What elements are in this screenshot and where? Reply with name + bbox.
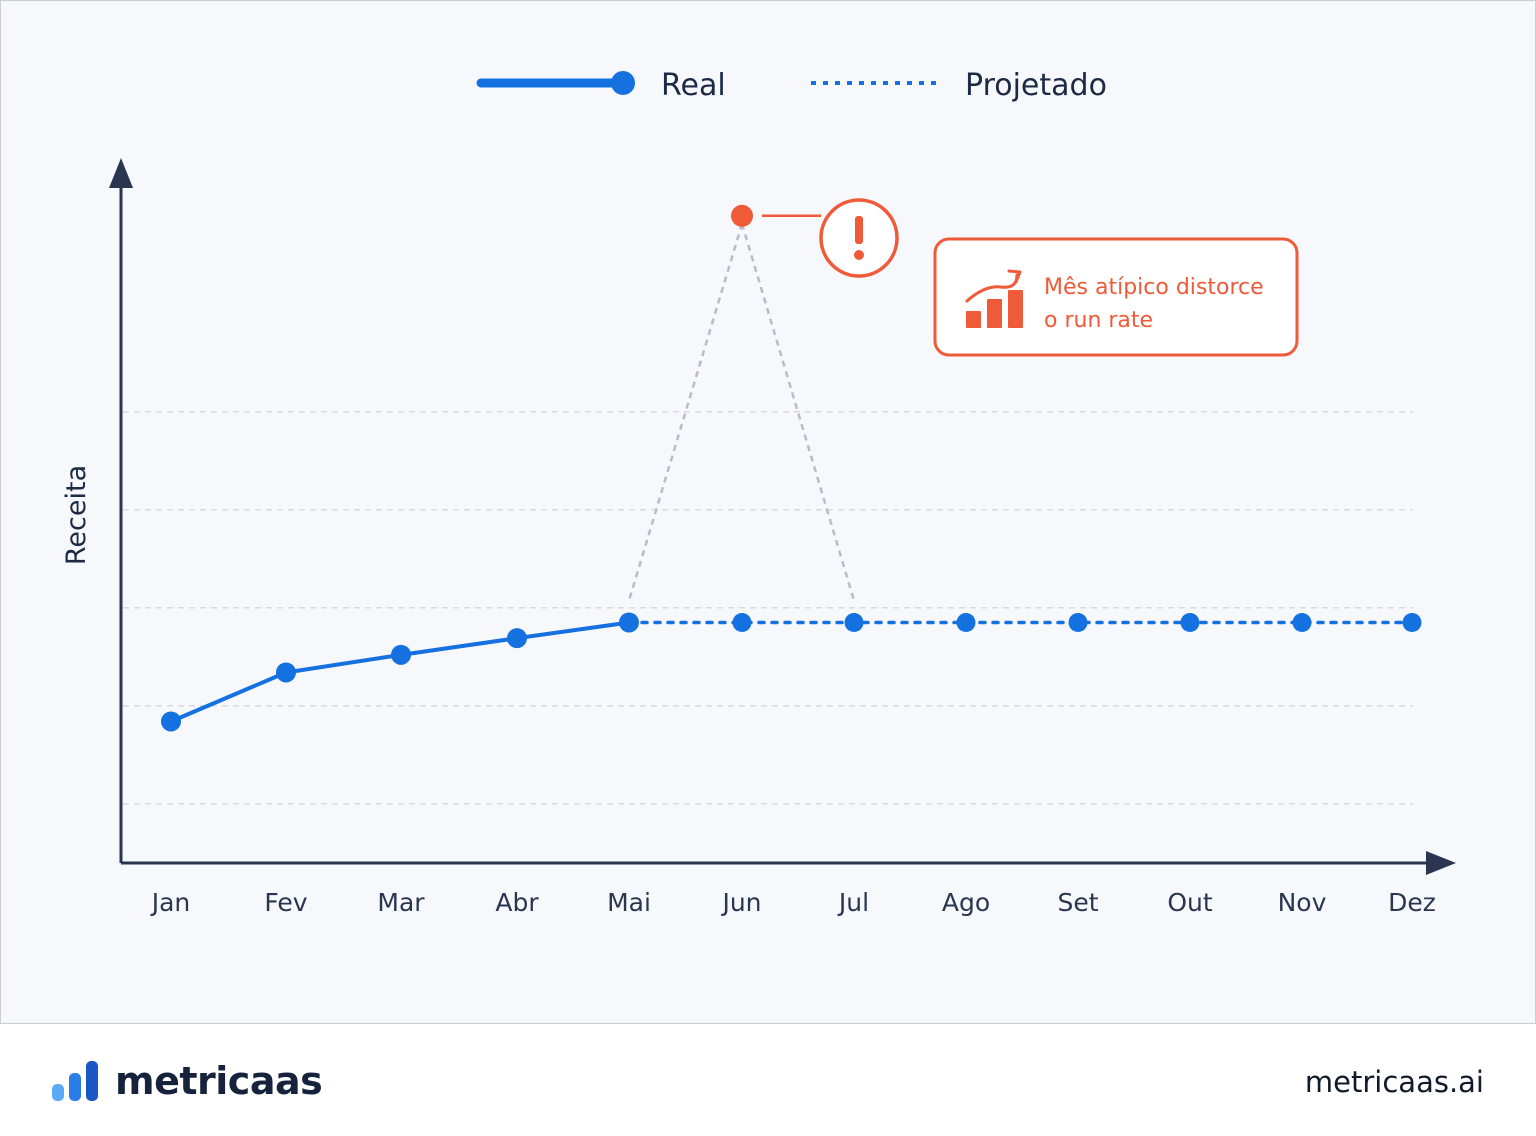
x-tick-label-fev: Fev bbox=[264, 888, 307, 917]
x-tick-label-jun: Jun bbox=[720, 888, 761, 917]
data-points bbox=[161, 612, 1422, 732]
real-point-mar bbox=[391, 644, 411, 665]
legend: Real Projetado bbox=[476, 68, 1107, 103]
projected-point-out bbox=[1180, 613, 1200, 632]
logo-bars-icon bbox=[52, 1061, 98, 1101]
projected-point-ago bbox=[956, 613, 976, 632]
projected-point-jul bbox=[844, 613, 864, 632]
annotation-line-1: Mês atípico distorce bbox=[1044, 275, 1264, 300]
footer: metricaas metricaas.ai bbox=[0, 1025, 1536, 1136]
x-tick-label-nov: Nov bbox=[1278, 888, 1327, 917]
y-axis-label: Receita bbox=[61, 465, 92, 565]
x-tick-label-set: Set bbox=[1057, 888, 1098, 917]
annotation-line-2: o run rate bbox=[1044, 308, 1153, 333]
x-tick-label-ago: Ago bbox=[942, 888, 990, 917]
brand-name: metricaas bbox=[115, 1059, 323, 1103]
trending-chart-icon bbox=[965, 269, 1023, 328]
projected-point-dez bbox=[1402, 613, 1422, 632]
x-tick-label-out: Out bbox=[1167, 888, 1213, 917]
projected-point-nov bbox=[1292, 613, 1312, 632]
x-tick-label-abr: Abr bbox=[495, 888, 539, 917]
legend-real-marker bbox=[611, 71, 635, 95]
real-point-fev bbox=[276, 662, 296, 683]
grid-lines bbox=[123, 411, 1413, 805]
x-tick-label-jul: Jul bbox=[837, 888, 869, 917]
legend-projected-label: Projetado bbox=[965, 68, 1107, 103]
x-tick-labels: Jan Fev Mar Abr Mai Jun Jul Ago Set Out Nov Dez bbox=[150, 888, 1436, 917]
projected-point-jun bbox=[732, 613, 752, 632]
series-real-line bbox=[169, 620, 631, 724]
chart-panel: Real Projetado Receita Jan Fev Mar Abr Mai Ju… bbox=[0, 0, 1536, 1024]
warning-icon bbox=[819, 198, 899, 278]
revenue-chart: Real Projetado Receita Jan Fev Mar Abr Mai Ju… bbox=[61, 68, 1456, 917]
legend-real-label: Real bbox=[661, 68, 726, 103]
brand-logo: metricaas bbox=[52, 1059, 323, 1103]
x-tick-label-mar: Mar bbox=[377, 888, 425, 917]
outlier-point bbox=[731, 204, 753, 227]
x-tick-label-dez: Dez bbox=[1388, 888, 1436, 917]
annotation-callout: Mês atípico distorce o run rate bbox=[933, 237, 1299, 357]
site-url[interactable]: metricaas.ai bbox=[1304, 1065, 1484, 1099]
real-point-jan bbox=[161, 711, 181, 732]
real-point-abr bbox=[507, 628, 527, 649]
projected-point-set bbox=[1068, 613, 1088, 632]
x-tick-label-jan: Jan bbox=[150, 888, 191, 917]
real-point-mai bbox=[619, 612, 639, 633]
x-tick-label-mai: Mai bbox=[607, 888, 651, 917]
